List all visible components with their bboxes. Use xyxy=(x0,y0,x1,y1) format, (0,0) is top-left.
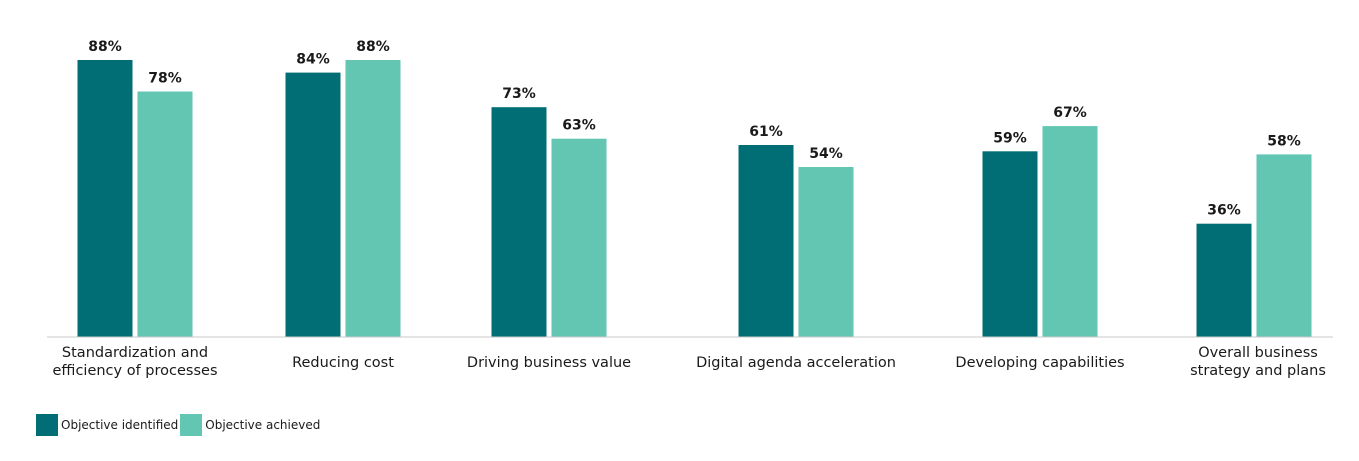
category-label-1: Reducing cost xyxy=(292,355,394,371)
value-label-achieved-3: 54% xyxy=(809,146,843,162)
category-label-3: Digital agenda acceleration xyxy=(696,355,896,371)
category-label-4: Developing capabilities xyxy=(955,355,1124,371)
category-label-line: Reducing cost xyxy=(292,355,394,371)
value-label-achieved-1: 88% xyxy=(356,39,390,55)
value-label-achieved-2: 63% xyxy=(562,118,596,134)
bar-identified-4 xyxy=(982,151,1038,337)
bar-achieved-1 xyxy=(345,60,401,337)
legend-item-identified: Objective identified xyxy=(36,414,178,436)
bar-achieved-4 xyxy=(1042,126,1098,337)
bar-achieved-5 xyxy=(1256,154,1312,337)
legend-label-achieved: Objective achieved xyxy=(205,418,321,432)
legend-item-achieved: Objective achieved xyxy=(180,414,320,436)
bar-identified-2 xyxy=(491,107,547,337)
value-label-identified-0: 88% xyxy=(88,39,122,55)
category-label-0: Standardization and efficiency of process… xyxy=(53,345,218,379)
bar-achieved-2 xyxy=(551,138,607,337)
bar-chart: 88% 78% 84% 88% 73% 63% 61% 54% 59% 67% 36% 58% Sta… xyxy=(47,39,1333,379)
category-label-line: Standardization and xyxy=(62,345,208,361)
legend-swatch-identified xyxy=(36,414,58,436)
bar-identified-1 xyxy=(285,72,341,337)
category-label-line: Developing capabilities xyxy=(955,355,1124,371)
category-label-line: efficiency of processes xyxy=(53,363,218,379)
value-labels-group: 88% 78% 84% 88% 73% 63% 61% 54% 59% 67% 36% 58% xyxy=(88,39,1301,219)
bar-identified-5 xyxy=(1196,223,1252,337)
category-label-5: Overall business strategy and plans xyxy=(1190,345,1326,379)
category-label-line: strategy and plans xyxy=(1190,363,1326,379)
category-label-line: Overall business xyxy=(1198,345,1318,361)
bar-identified-0 xyxy=(77,60,133,337)
value-label-identified-2: 73% xyxy=(502,86,536,102)
legend: Objective identified Objective achieved xyxy=(36,414,322,436)
category-label-2: Driving business value xyxy=(467,355,631,371)
category-label-line: Driving business value xyxy=(467,355,631,371)
legend-label-identified: Objective identified xyxy=(61,418,179,432)
category-label-line: Digital agenda acceleration xyxy=(696,355,896,371)
bars-group xyxy=(77,60,1312,337)
value-label-identified-4: 59% xyxy=(993,130,1027,146)
value-label-identified-5: 36% xyxy=(1207,203,1241,219)
value-label-achieved-5: 58% xyxy=(1267,133,1301,149)
value-label-identified-3: 61% xyxy=(749,124,783,140)
legend-swatch-achieved xyxy=(180,414,203,436)
bar-achieved-0 xyxy=(137,91,193,337)
value-label-achieved-0: 78% xyxy=(148,71,182,87)
bar-achieved-3 xyxy=(798,167,854,337)
value-label-achieved-4: 67% xyxy=(1053,105,1087,121)
value-label-identified-1: 84% xyxy=(296,52,330,68)
category-labels-group: Standardization and efficiency of process… xyxy=(53,345,1326,379)
bar-identified-3 xyxy=(738,145,794,337)
